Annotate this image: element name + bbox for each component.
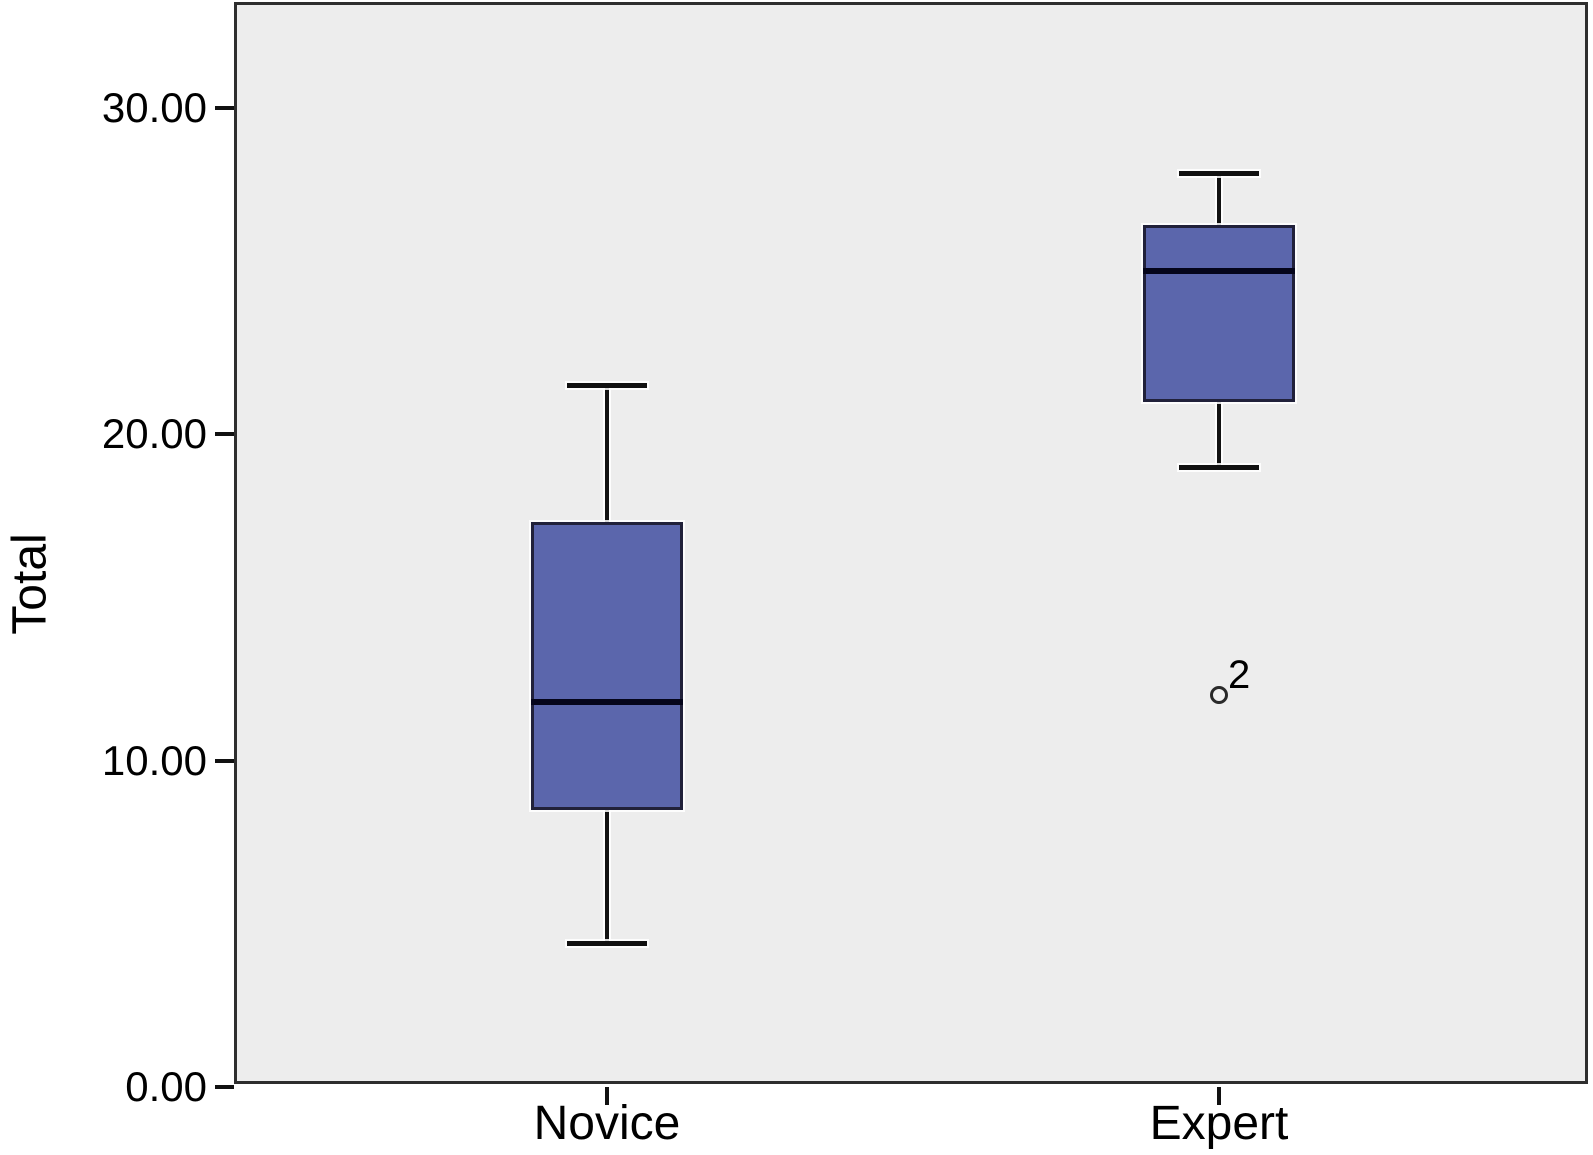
whisker-lower-cap (567, 941, 647, 947)
y-axis-tick-label: 30.00 (101, 84, 207, 131)
x-axis-category-label: Expert (1149, 1097, 1289, 1150)
whisker-upper-stem (1217, 173, 1221, 226)
whisker-lower-stem (1217, 401, 1221, 467)
y-axis-tick-label: 0.00 (125, 1063, 207, 1110)
y-axis-tick (215, 758, 234, 763)
whisker-lower-stem (605, 809, 609, 944)
x-axis-tick (1217, 1087, 1221, 1105)
whisker-upper-cap (567, 383, 647, 389)
x-axis-category-label: Novice (533, 1097, 681, 1150)
whisker-upper-cap (1179, 171, 1259, 177)
y-axis-tick (215, 1085, 234, 1089)
median-line (1143, 268, 1295, 275)
iqr-box-expert (1143, 225, 1295, 402)
y-axis-tick-label: 20.00 (101, 410, 207, 458)
outlier-point (1210, 686, 1228, 705)
whisker-upper-stem (605, 385, 609, 523)
median-line (531, 698, 683, 705)
outlier-case-label: 2 (1228, 653, 1251, 698)
y-axis-tick (215, 432, 234, 437)
whisker-lower-cap (1179, 464, 1259, 470)
iqr-box-novice (531, 522, 683, 810)
y-axis-title: Total (3, 533, 57, 635)
y-axis-tick-label: 10.00 (101, 736, 207, 784)
y-axis-tick (215, 106, 234, 110)
x-axis-tick (605, 1087, 609, 1105)
plot-area (234, 2, 1588, 1084)
